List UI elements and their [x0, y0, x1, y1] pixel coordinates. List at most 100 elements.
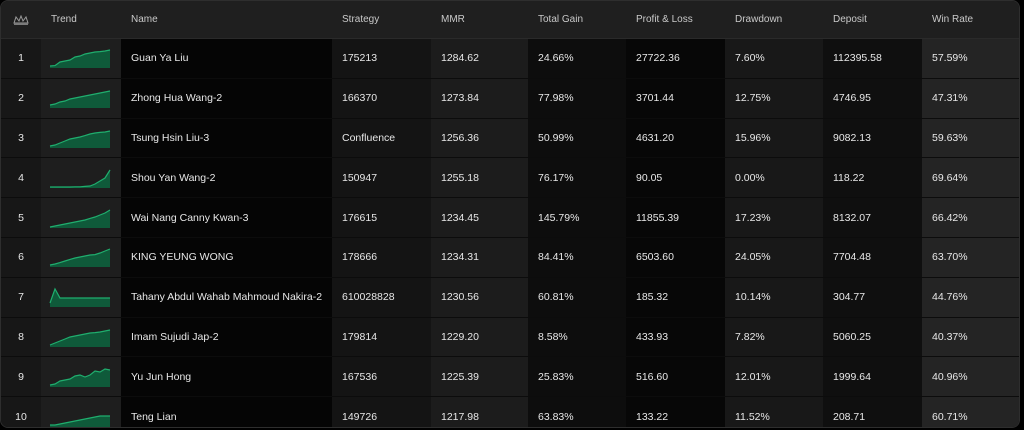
mmr-cell: 1234.31 — [431, 237, 528, 278]
header-profit-loss[interactable]: Profit & Loss — [626, 1, 725, 39]
trend-cell — [41, 356, 121, 397]
trend-line — [49, 287, 110, 304]
trend-cell — [41, 317, 121, 357]
win-rate-cell: 44.76% — [922, 277, 1019, 318]
profit-loss-cell: 433.93 — [626, 317, 725, 357]
profit-loss-cell: 6503.60 — [626, 237, 725, 278]
trend-cell — [41, 157, 121, 198]
win-rate-cell: 40.96% — [922, 356, 1019, 397]
table-row[interactable]: 1 Guan Ya Liu 175213 1284.62 24.66% 27722.36 7… — [1, 38, 1019, 79]
trader-name[interactable]: Shou Yan Wang-2 — [121, 157, 332, 198]
total-gain-cell: 24.66% — [528, 38, 626, 79]
trend-sparkline — [49, 248, 111, 268]
header-name[interactable]: Name — [121, 1, 332, 39]
deposit-cell: 4746.95 — [823, 78, 922, 119]
drawdown-cell: 11.52% — [725, 396, 823, 427]
table-row[interactable]: 7 Tahany Abdul Wahab Mahmoud Nakira-2 6100… — [1, 277, 1019, 318]
trend-area — [50, 329, 110, 347]
trend-cell — [41, 396, 121, 427]
table-row[interactable]: 9 Yu Jun Hong 167536 1225.39 25.83% 516.60 12.… — [1, 356, 1019, 397]
win-rate-cell: 59.63% — [922, 118, 1019, 158]
strategy-cell: 610028828 — [332, 277, 431, 318]
header-drawdown[interactable]: Drawdown — [725, 1, 823, 39]
mmr-cell: 1273.84 — [431, 78, 528, 119]
win-rate-cell: 69.64% — [922, 157, 1019, 198]
win-rate-cell: 63.70% — [922, 237, 1019, 278]
profit-loss-cell: 516.60 — [626, 356, 725, 397]
profit-loss-cell: 3701.44 — [626, 78, 725, 119]
drawdown-cell: 10.14% — [725, 277, 823, 318]
trend-cell — [41, 197, 121, 238]
trend-line — [49, 368, 111, 386]
profit-loss-cell: 11855.39 — [626, 197, 725, 238]
deposit-cell: 1999.64 — [823, 356, 922, 397]
strategy-cell: 176615 — [332, 197, 431, 238]
trend-line — [49, 329, 111, 346]
trader-name[interactable]: Teng Lian — [121, 396, 332, 427]
trend-area — [50, 91, 110, 109]
trend-line — [49, 248, 111, 266]
header-win-rate[interactable]: Win Rate — [922, 1, 1019, 39]
rank-cell: 3 — [1, 118, 41, 158]
trader-name[interactable]: Wai Nang Canny Kwan-3 — [121, 197, 332, 238]
table-row[interactable]: 8 Imam Sujudi Jap-2 179814 1229.20 8.58% 433.… — [1, 317, 1019, 357]
win-rate-cell: 57.59% — [922, 38, 1019, 79]
trader-name[interactable]: Tsung Hsin Liu-3 — [121, 118, 332, 158]
table-row[interactable]: 4 Shou Yan Wang-2 150947 1255.18 76.17% 90.05… — [1, 157, 1019, 198]
deposit-cell: 8132.07 — [823, 197, 922, 238]
table-row[interactable]: 6 KING YEUNG WONG 178666 1234.31 84.41% 6503.… — [1, 237, 1019, 278]
table-body: 1 Guan Ya Liu 175213 1284.62 24.66% 27722.36 7… — [1, 38, 1019, 427]
header-deposit[interactable]: Deposit — [823, 1, 922, 39]
rank-cell: 1 — [1, 38, 41, 79]
strategy-cell: 166370 — [332, 78, 431, 119]
total-gain-cell: 8.58% — [528, 317, 626, 357]
rank-cell: 2 — [1, 78, 41, 119]
header-strategy[interactable]: Strategy — [332, 1, 431, 39]
trend-area — [50, 249, 110, 268]
header-rank[interactable] — [1, 1, 41, 39]
rank-cell: 6 — [1, 237, 41, 278]
mmr-cell: 1217.98 — [431, 396, 528, 427]
strategy-cell: 178666 — [332, 237, 431, 278]
header-mmr[interactable]: MMR — [431, 1, 528, 39]
table-row[interactable]: 5 Wai Nang Canny Kwan-3 176615 1234.45 145.7… — [1, 197, 1019, 238]
trader-name[interactable]: KING YEUNG WONG — [121, 237, 332, 278]
rank-cell: 8 — [1, 317, 41, 357]
trader-name[interactable]: Yu Jun Hong — [121, 356, 332, 397]
table-header: Trend Name Strategy MMR Total Gain Profi… — [1, 1, 1019, 39]
win-rate-cell: 47.31% — [922, 78, 1019, 119]
trader-name[interactable]: Guan Ya Liu — [121, 38, 332, 79]
mmr-cell: 1229.20 — [431, 317, 528, 357]
trend-sparkline — [49, 287, 110, 308]
header-trend[interactable]: Trend — [41, 1, 121, 39]
profit-loss-cell: 4631.20 — [626, 118, 725, 158]
trend-cell — [41, 237, 121, 278]
header-total-gain[interactable]: Total Gain — [528, 1, 626, 39]
trader-name[interactable]: Tahany Abdul Wahab Mahmoud Nakira-2 — [121, 277, 332, 318]
profit-loss-cell: 185.32 — [626, 277, 725, 318]
mmr-cell: 1256.36 — [431, 118, 528, 158]
trend-sparkline — [49, 368, 111, 387]
deposit-cell: 9082.13 — [823, 118, 922, 158]
trader-name[interactable]: Imam Sujudi Jap-2 — [121, 317, 332, 357]
trend-sparkline — [49, 49, 111, 69]
crown-icon — [13, 14, 29, 25]
total-gain-cell: 63.83% — [528, 396, 626, 427]
trend-sparkline — [50, 169, 111, 188]
table-row[interactable]: 3 Tsung Hsin Liu-3 Confluence 1256.36 50.99%… — [1, 118, 1019, 158]
profit-loss-cell: 90.05 — [626, 157, 725, 198]
deposit-cell: 208.71 — [823, 396, 922, 427]
table-row[interactable]: 10 Teng Lian 149726 1217.98 63.83% 133.22 11.5… — [1, 396, 1019, 427]
table-row[interactable]: 2 Zhong Hua Wang-2 166370 1273.84 77.98% 3701… — [1, 78, 1019, 119]
trend-area — [50, 169, 110, 188]
drawdown-cell: 0.00% — [725, 157, 823, 198]
trend-cell — [41, 118, 121, 158]
trader-name[interactable]: Zhong Hua Wang-2 — [121, 78, 332, 119]
drawdown-cell: 17.23% — [725, 197, 823, 238]
rank-cell: 10 — [1, 396, 41, 427]
trend-area — [50, 209, 110, 228]
total-gain-cell: 60.81% — [528, 277, 626, 318]
drawdown-cell: 7.60% — [725, 38, 823, 79]
